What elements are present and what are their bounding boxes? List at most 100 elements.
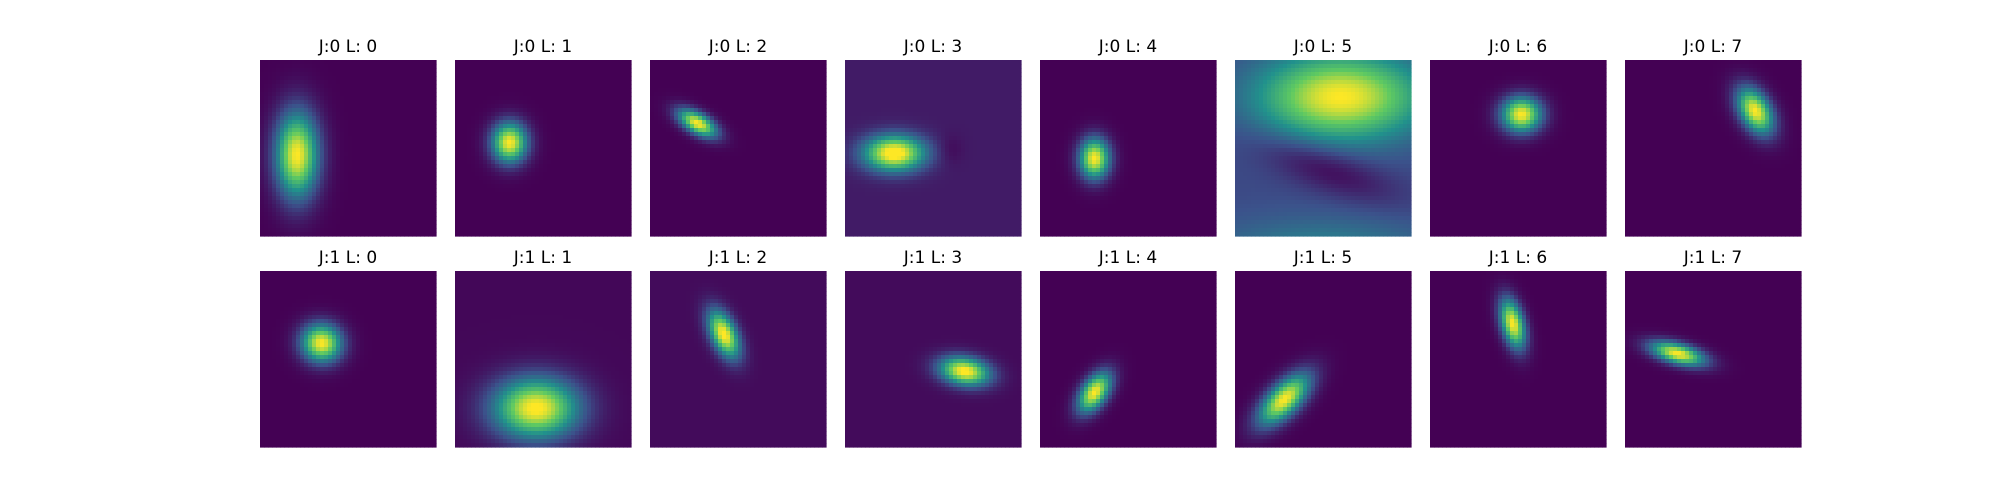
heatmap-cell (515, 104, 520, 109)
heatmap-cell (356, 108, 361, 113)
heatmap-cell (332, 164, 337, 169)
heatmap-cell (396, 124, 401, 129)
heatmap-cell (774, 96, 779, 101)
heatmap-cell (591, 180, 596, 185)
heatmap-cell (424, 124, 429, 129)
heatmap-cell (499, 80, 504, 85)
heatmap-cell (428, 192, 433, 197)
heatmap-cell (595, 72, 600, 77)
heatmap-cell (758, 152, 763, 157)
heatmap-cell (778, 116, 783, 121)
heatmap-cell (320, 88, 325, 93)
heatmap-cell (340, 160, 345, 165)
heatmap-cell (495, 224, 500, 229)
heatmap-cell (595, 184, 600, 189)
heatmap-cell (734, 100, 739, 105)
heatmap-cell (822, 156, 827, 161)
heatmap-cell (503, 160, 508, 165)
heatmap-cell (543, 220, 548, 225)
heatmap-cell (579, 144, 584, 149)
heatmap-cell (734, 72, 739, 77)
heatmap-cell (300, 104, 305, 109)
heatmap-cell (539, 208, 544, 213)
heatmap-cell (404, 160, 409, 165)
heatmap-cell (786, 144, 791, 149)
heatmap-cell (463, 112, 468, 117)
heatmap-cell (471, 180, 476, 185)
heatmap-cell (698, 160, 703, 165)
heatmap-cell (810, 148, 815, 153)
heatmap-cell (268, 112, 273, 117)
heatmap-cell (607, 84, 612, 89)
heatmap-cell (822, 60, 827, 65)
heatmap-cell (810, 72, 815, 77)
heatmap-cell (754, 112, 759, 117)
heatmap-cell (734, 76, 739, 81)
heatmap-cell (308, 224, 313, 229)
heatmap-cell (336, 160, 341, 165)
heatmap-cell (364, 92, 369, 97)
heatmap-cell (555, 164, 560, 169)
heatmap-cell (368, 96, 373, 101)
heatmap-cell (583, 148, 588, 153)
heatmap-cell (706, 60, 711, 65)
heatmap-cell (308, 136, 313, 141)
heatmap-cell (507, 188, 512, 193)
heatmap-cell (515, 84, 520, 89)
heatmap-cell (666, 68, 671, 73)
heatmap-cell (619, 208, 624, 213)
heatmap-cell (567, 164, 572, 169)
heatmap-cell (674, 160, 679, 165)
heatmap-cell (726, 88, 731, 93)
heatmap-cell (312, 100, 317, 105)
heatmap-cell (575, 156, 580, 161)
heatmap-cell (272, 60, 277, 65)
heatmap-cell (555, 196, 560, 201)
heatmap-cell (284, 216, 289, 221)
heatmap-cell (348, 124, 353, 129)
heatmap-cell (408, 144, 413, 149)
heatmap-cell (730, 92, 735, 97)
heatmap-cell (424, 64, 429, 69)
heatmap-cell (742, 132, 747, 137)
heatmap-cell (300, 128, 305, 133)
heatmap-cell (324, 160, 329, 165)
heatmap-cell (523, 116, 528, 121)
heatmap-cell (288, 224, 293, 229)
heatmap-cell (690, 68, 695, 73)
heatmap-cell (384, 72, 389, 77)
heatmap-cell (682, 128, 687, 133)
heatmap-cell (535, 104, 540, 109)
heatmap-cell (523, 192, 528, 197)
heatmap-cell (523, 176, 528, 181)
heatmap-cell (718, 148, 723, 153)
heatmap-cell (758, 76, 763, 81)
heatmap-cell (288, 196, 293, 201)
heatmap-cell (603, 168, 608, 173)
heatmap-cell (300, 204, 305, 209)
heatmap-cell (535, 148, 540, 153)
heatmap-cell (559, 136, 564, 141)
heatmap-cell (300, 232, 305, 237)
heatmap-cell (316, 112, 321, 117)
heatmap-cell (479, 160, 484, 165)
heatmap-cell (770, 156, 775, 161)
heatmap-cell (304, 180, 309, 185)
heatmap-cell (822, 140, 827, 145)
heatmap-cell (543, 152, 548, 157)
heatmap-cell (746, 92, 751, 97)
heatmap-cell (627, 64, 632, 69)
heatmap-cell (499, 72, 504, 77)
heatmap-cell (340, 132, 345, 137)
heatmap-cell (623, 196, 628, 201)
heatmap-cell (404, 128, 409, 133)
heatmap-cell (682, 152, 687, 157)
heatmap-cell (503, 228, 508, 233)
heatmap-cell (662, 88, 667, 93)
heatmap-cell (471, 232, 476, 237)
heatmap-cell (686, 124, 691, 129)
heatmap-cell (384, 216, 389, 221)
heatmap-cell (615, 152, 620, 157)
heatmap-cell (404, 116, 409, 121)
heatmap-cell (495, 120, 500, 125)
